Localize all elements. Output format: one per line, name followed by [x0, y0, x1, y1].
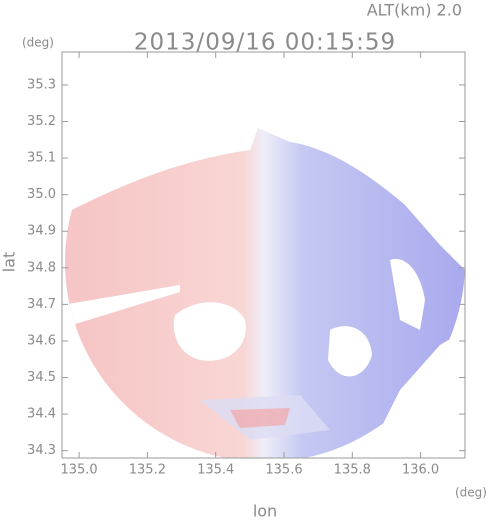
chart-title: 2013/09/16 00:15:59: [134, 30, 396, 56]
y-tick-label: 34.3: [27, 443, 56, 458]
y-tick-label: 34.4: [27, 407, 56, 422]
x-axis-label: lon: [253, 502, 277, 521]
plot-frame: [61, 51, 466, 459]
subtitle: ALT(km) 2.0: [367, 1, 462, 20]
x-tick-label: 135.2: [129, 463, 166, 478]
y-tick-label: 34.8: [27, 260, 56, 275]
x-tick-label: 135.0: [60, 463, 97, 478]
y-tick-label: 34.7: [27, 297, 56, 312]
y-tick-label: 35.1: [27, 151, 56, 166]
y-tick-label: 34.6: [27, 333, 56, 348]
y-tick-label: 35.2: [27, 114, 56, 129]
y-tick-label: 35.3: [27, 77, 56, 92]
x-tick-label: 136.0: [402, 463, 439, 478]
radar-field: [65, 128, 465, 458]
x-unit: (deg): [455, 486, 487, 500]
x-tick-label: 135.4: [197, 463, 234, 478]
x-tick-label: 135.8: [334, 463, 371, 478]
y-unit: (deg): [22, 36, 54, 50]
x-tick-label: 135.6: [265, 463, 302, 478]
y-tick-label: 35.0: [27, 187, 56, 202]
y-tick-label: 34.9: [27, 224, 56, 239]
y-axis-label: lat: [0, 252, 19, 273]
y-tick-label: 34.5: [27, 370, 56, 385]
